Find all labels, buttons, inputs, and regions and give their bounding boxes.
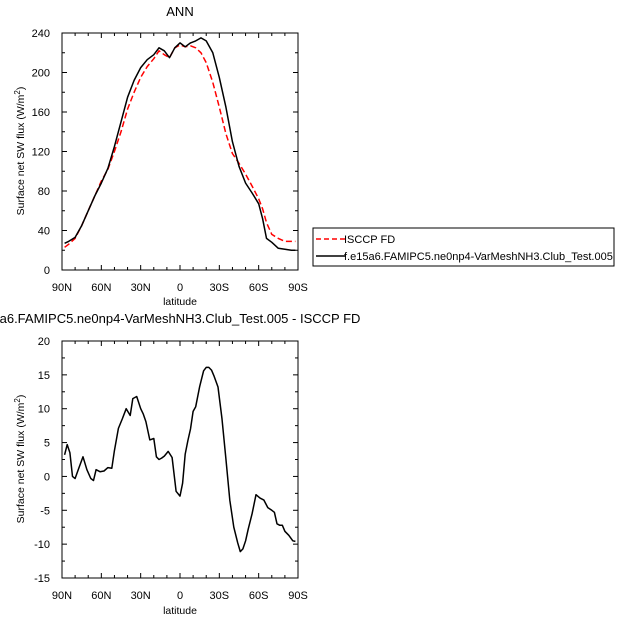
legend: ISCCP FD f.e15a6.FAMIPC5.ne0np4-VarMeshN… (312, 227, 615, 267)
top-y-axis-label: Surface net SW flux (W/m2) (13, 87, 27, 216)
bottom-y-tick-label: 0 (44, 471, 50, 483)
top-x-tick-label: 60S (249, 282, 269, 294)
bottom-x-tick-label: 30S (210, 590, 230, 602)
top-series-line-0 (64, 44, 296, 248)
top-x-tick-label: 30S (210, 282, 230, 294)
bottom-y-tick-label: 15 (38, 370, 50, 382)
bottom-series (63, 366, 296, 553)
top-x-tick-label: 90S (288, 282, 308, 294)
bottom-plot-frame (61, 340, 299, 579)
top-chart-title: ANN (166, 4, 193, 19)
top-x-tick-label: 60N (91, 282, 111, 294)
top-y-tick-label: 40 (38, 226, 50, 238)
bottom-chart-title: a6.FAMIPC5.ne0np4-VarMeshNH3.Club_Test.0… (0, 311, 360, 326)
bottom-x-tick-label: 30N (131, 590, 151, 602)
bottom-y-tick-label: -5 (40, 505, 50, 517)
top-y-tick-label: 0 (44, 265, 50, 277)
legend-label-isccp: ISCCP FD (344, 234, 395, 246)
bottom-panel: a6.FAMIPC5.ne0np4-VarMeshNH3.Club_Test.0… (0, 311, 360, 617)
legend-label-model: f.e15a6.FAMIPC5.ne0np4-VarMeshNH3.Club_T… (344, 251, 613, 263)
bottom-y-tick-label: -10 (34, 539, 50, 551)
bottom-x-tick-label: 90N (52, 590, 72, 602)
top-x-tick-label: 0 (177, 282, 183, 294)
top-ticks: 90N 60N 30N 0 30S 60S 90S 0 40 80 120 160 200 240 (32, 28, 308, 294)
bottom-series-line-0 (63, 366, 296, 553)
bottom-y-axis-label: Surface net SW flux (W/m2) (13, 395, 27, 524)
bottom-x-tick-label: 90S (288, 590, 308, 602)
bottom-y-tick-label: -15 (34, 573, 50, 585)
bottom-y-tick-label: 5 (44, 438, 50, 450)
bottom-ticks: 90N 60N 30N 0 30S 60S 90S -15 -10 -5 0 5 10 15 20 (34, 336, 308, 602)
top-y-tick-label: 120 (32, 147, 50, 159)
bottom-x-tick-label: 0 (177, 590, 183, 602)
bottom-x-tick-label: 60N (91, 590, 111, 602)
top-panel: ANN 90N 60N 30N 0 30S 60S 90S 0 40 80 120 160 200 240… (13, 4, 308, 308)
bottom-y-tick-label: 10 (38, 404, 50, 416)
top-series-line-1 (64, 37, 296, 252)
top-y-tick-label: 160 (32, 107, 50, 119)
legend-box (312, 227, 615, 267)
top-y-tick-label: 240 (32, 28, 50, 40)
top-x-tick-label: 30N (131, 282, 151, 294)
bottom-y-tick-label: 20 (38, 336, 50, 348)
top-y-tick-label: 80 (38, 186, 50, 198)
bottom-x-tick-label: 60S (249, 590, 269, 602)
top-x-tick-label: 90N (52, 282, 72, 294)
top-y-tick-label: 200 (32, 68, 50, 80)
top-plot-frame (61, 32, 299, 271)
bottom-x-axis-label: latitude (163, 605, 197, 617)
top-series (64, 37, 296, 252)
top-x-axis-label: latitude (163, 296, 197, 308)
